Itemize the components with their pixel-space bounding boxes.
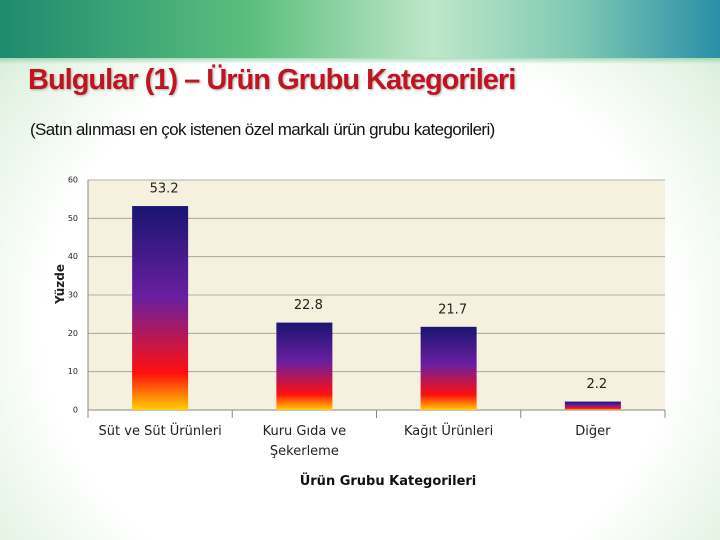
y-tick-label: 10 — [68, 367, 78, 376]
y-tick-label: 40 — [68, 252, 78, 261]
bar — [276, 322, 333, 410]
bar — [132, 206, 189, 410]
x-tick-label: Diğer — [575, 424, 611, 439]
bar — [420, 326, 477, 410]
y-tick-label: 0 — [73, 406, 78, 415]
y-tick-label: 30 — [68, 291, 78, 300]
y-tick-label: 50 — [68, 214, 78, 223]
value-label: 53.2 — [150, 182, 179, 197]
value-label: 22.8 — [294, 298, 323, 313]
y-tick-label: 60 — [68, 176, 78, 185]
x-tick-label: Kağıt Ürünleri — [403, 424, 494, 439]
y-tick-label: 20 — [68, 329, 78, 338]
y-axis-title: Yüzde — [53, 263, 67, 305]
x-axis-title: Ürün Grubu Kategorileri — [299, 474, 477, 489]
chart-subtitle: (Satın alınması en çok istenen özel mark… — [30, 120, 495, 139]
bar — [564, 401, 621, 410]
value-label: 2.2 — [587, 377, 608, 392]
value-label: 21.7 — [438, 302, 467, 317]
banner-shade — [0, 58, 720, 64]
banner — [0, 0, 720, 58]
chart-title: Bulgular (1) – Ürün Grubu Kategorileri — [28, 64, 516, 96]
x-tick-label: Süt ve Süt Ürünleri — [98, 424, 222, 439]
x-tick-label: Kuru Gıda ve Şekerleme — [262, 424, 347, 459]
